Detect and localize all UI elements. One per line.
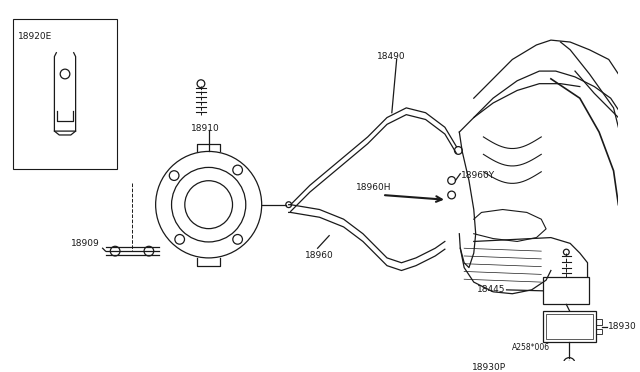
Text: 18910: 18910 — [191, 124, 220, 133]
Text: 18930P: 18930P — [472, 363, 506, 372]
Text: A258*006: A258*006 — [513, 343, 550, 352]
Text: 18960: 18960 — [305, 251, 334, 260]
Text: 18490: 18490 — [378, 52, 406, 61]
Text: 18960Y: 18960Y — [461, 171, 495, 180]
Text: 18909: 18909 — [71, 238, 100, 247]
Text: 18920E: 18920E — [18, 32, 52, 41]
Bar — [543, 311, 596, 342]
Bar — [546, 314, 593, 339]
Text: 18930: 18930 — [608, 322, 637, 331]
Bar — [543, 277, 589, 304]
Text: 18960H: 18960H — [356, 183, 392, 192]
Text: 18445: 18445 — [477, 285, 506, 294]
Bar — [596, 328, 602, 334]
Bar — [596, 319, 602, 325]
Circle shape — [567, 362, 571, 365]
Bar — [13, 19, 117, 169]
